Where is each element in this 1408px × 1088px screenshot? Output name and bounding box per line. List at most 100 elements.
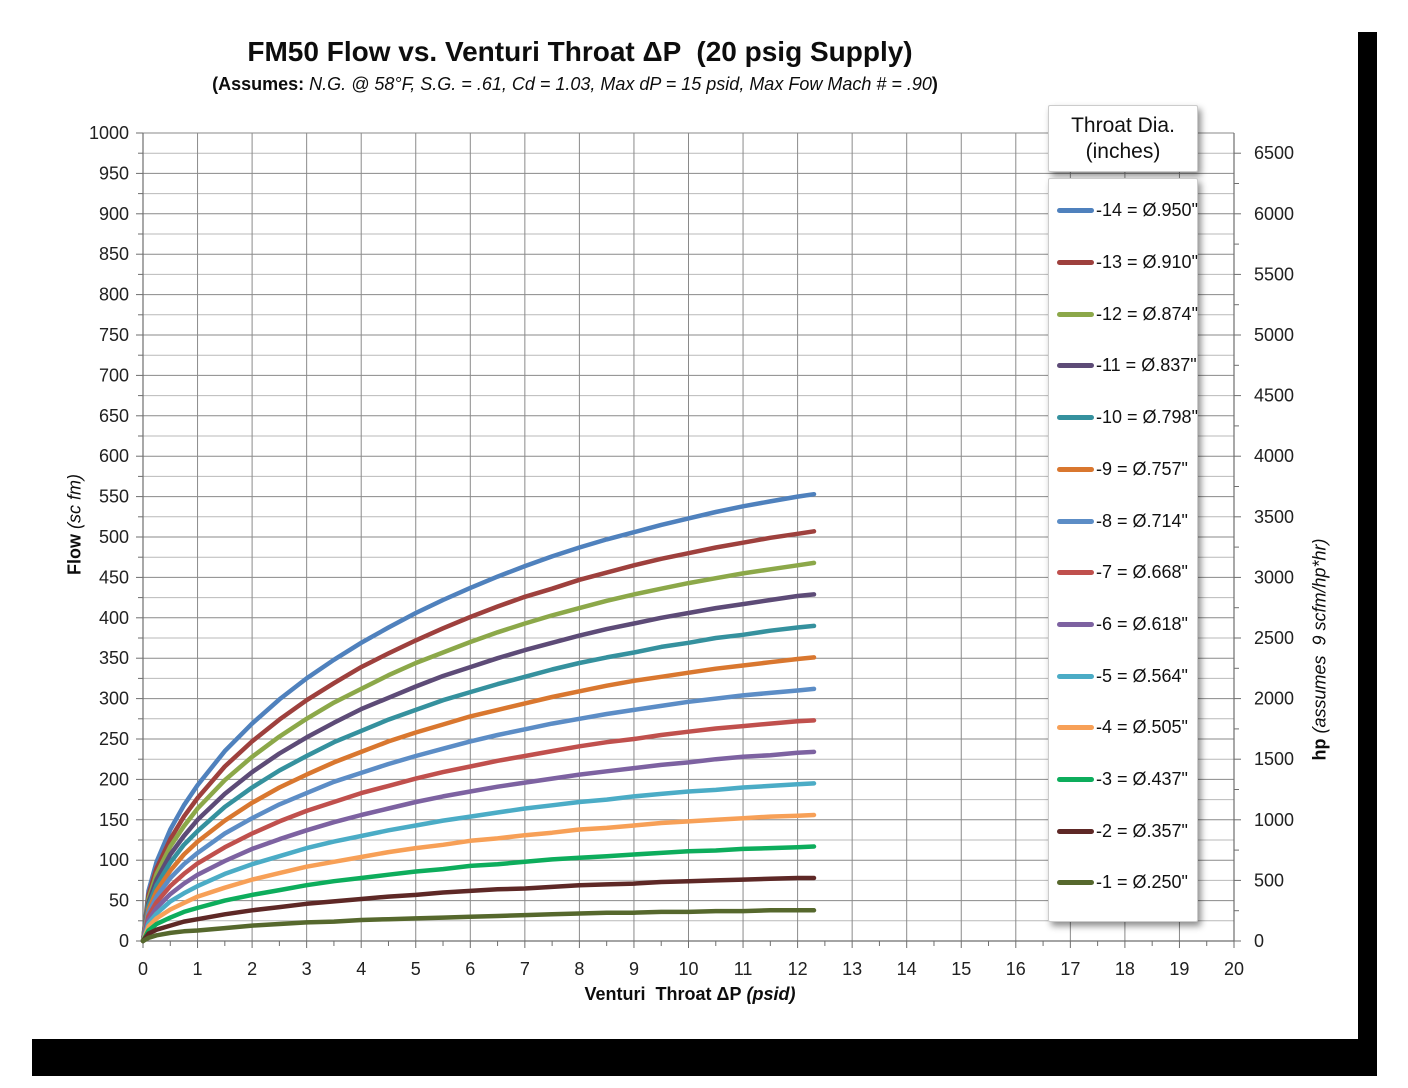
y-left-tick-label: 1000 bbox=[89, 123, 129, 143]
legend-swatch--14 bbox=[1057, 208, 1094, 214]
chart-subtitle: (Assumes: N.G. @ 58°F, S.G. = .61, Cd = … bbox=[0, 74, 1150, 95]
y-left-tick-label: 950 bbox=[99, 163, 129, 183]
y-right-tick-label: 5000 bbox=[1254, 325, 1294, 345]
legend-swatch--8 bbox=[1057, 518, 1094, 524]
y-left-tick-label: 400 bbox=[99, 608, 129, 628]
legend-swatch--3 bbox=[1057, 777, 1094, 783]
legend-item--13: -13 = Ø.910" bbox=[1057, 252, 1198, 274]
series-line--12 bbox=[140, 560, 817, 944]
x-axis-title-unit: (psid) bbox=[741, 984, 796, 1004]
legend-label--11: -11 = Ø.837" bbox=[1096, 355, 1197, 376]
series-line--8 bbox=[140, 686, 817, 944]
x-tick-label: 16 bbox=[1006, 959, 1026, 979]
series-line--7 bbox=[140, 718, 817, 944]
legend-label--8: -8 = Ø.714" bbox=[1096, 510, 1188, 531]
x-axis-title-main: Venturi Throat ΔP bbox=[584, 984, 742, 1004]
y-left-tick-label: 250 bbox=[99, 729, 129, 749]
legend-swatch--13 bbox=[1057, 260, 1094, 266]
legend-entries: -14 = Ø.950" -13 = Ø.910" -12 = Ø.874" -11 … bbox=[1048, 178, 1198, 922]
y-left-tick-label: 550 bbox=[99, 487, 129, 507]
x-tick-label: 9 bbox=[629, 959, 639, 979]
scan-artifact-bar-bottom bbox=[32, 1039, 1377, 1076]
y-left-tick-label: 200 bbox=[99, 769, 129, 789]
y-left-tick-label: 850 bbox=[99, 244, 129, 264]
legend-title-line1: Throat Dia. bbox=[1071, 114, 1175, 137]
y-right-tick-label: 5500 bbox=[1254, 264, 1294, 284]
y-left-tick-label: 700 bbox=[99, 365, 129, 385]
legend-swatch--11 bbox=[1057, 363, 1094, 369]
legend-item--2: -2 = Ø.357" bbox=[1057, 820, 1197, 842]
legend-label--3: -3 = Ø.437" bbox=[1096, 769, 1188, 790]
y-right-axis-title: hp (assumes 9 scfm/hp*hr) bbox=[1310, 490, 1331, 810]
y-left-tick-label: 750 bbox=[99, 325, 129, 345]
legend-item--9: -9 = Ø.757" bbox=[1057, 458, 1197, 480]
y-right-tick-label: 6500 bbox=[1254, 143, 1294, 163]
legend-label--9: -9 = Ø.757" bbox=[1096, 458, 1188, 479]
y-right-tick-label: 1000 bbox=[1254, 810, 1294, 830]
series-line--1 bbox=[140, 908, 817, 944]
legend-item--12: -12 = Ø.874" bbox=[1057, 303, 1198, 325]
legend-swatch--7 bbox=[1057, 570, 1094, 576]
series-line--4 bbox=[140, 812, 817, 944]
y-right-tick-label: 1500 bbox=[1254, 749, 1294, 769]
legend-swatch--10 bbox=[1057, 415, 1094, 421]
legend-label--5: -5 = Ø.564" bbox=[1096, 665, 1188, 686]
y-left-tick-label: 350 bbox=[99, 648, 129, 668]
chart-title: FM50 Flow vs. Venturi Throat ΔP (20 psig… bbox=[247, 36, 913, 67]
y-right-tick-label: 3500 bbox=[1254, 507, 1294, 527]
x-tick-label: 12 bbox=[788, 959, 808, 979]
legend-label--2: -2 = Ø.357" bbox=[1096, 820, 1188, 841]
legend-item--14: -14 = Ø.950" bbox=[1057, 200, 1198, 222]
x-tick-label: 0 bbox=[138, 959, 148, 979]
x-tick-label: 2 bbox=[247, 959, 257, 979]
legend-box: Throat Dia. (inches) -14 = Ø.950" -13 = Ø… bbox=[1048, 105, 1198, 922]
scan-artifact-bar-right bbox=[1358, 32, 1377, 1076]
x-tick-label: 15 bbox=[951, 959, 971, 979]
x-tick-label: 3 bbox=[302, 959, 312, 979]
y-left-tick-label: 650 bbox=[99, 406, 129, 426]
legend-title-line2: (inches) bbox=[1085, 140, 1161, 163]
legend-swatch--12 bbox=[1057, 311, 1094, 317]
x-tick-label: 10 bbox=[678, 959, 698, 979]
legend-swatch--6 bbox=[1057, 621, 1094, 627]
series-line--14 bbox=[140, 491, 817, 944]
legend-swatch--4 bbox=[1057, 725, 1094, 731]
y-right-tick-label: 0 bbox=[1254, 931, 1264, 951]
legend-item--4: -4 = Ø.505" bbox=[1057, 717, 1197, 739]
y-right-tick-label: 6000 bbox=[1254, 204, 1294, 224]
x-tick-label: 8 bbox=[574, 959, 584, 979]
series-line--3 bbox=[140, 844, 817, 944]
legend-item--11: -11 = Ø.837" bbox=[1057, 355, 1197, 377]
y-right-tick-label: 2000 bbox=[1254, 689, 1294, 709]
series-line--9 bbox=[140, 655, 817, 944]
legend-item--6: -6 = Ø.618" bbox=[1057, 613, 1197, 635]
series-line--6 bbox=[140, 749, 817, 944]
legend-item--10: -10 = Ø.798" bbox=[1057, 407, 1198, 429]
x-tick-label: 7 bbox=[520, 959, 530, 979]
legend-item--3: -3 = Ø.437" bbox=[1057, 769, 1197, 791]
y-right-tick-label: 3000 bbox=[1254, 567, 1294, 587]
x-tick-label: 4 bbox=[356, 959, 366, 979]
legend-title: Throat Dia. (inches) bbox=[1048, 105, 1198, 172]
legend-label--10: -10 = Ø.798" bbox=[1096, 407, 1198, 428]
legend-label--6: -6 = Ø.618" bbox=[1096, 613, 1188, 634]
legend-item--5: -5 = Ø.564" bbox=[1057, 665, 1197, 687]
y-left-tick-label: 150 bbox=[99, 810, 129, 830]
x-tick-label: 5 bbox=[411, 959, 421, 979]
y-left-axis-title-main: Flow bbox=[64, 534, 85, 575]
legend-label--4: -4 = Ø.505" bbox=[1096, 717, 1188, 738]
y-left-tick-label: 900 bbox=[99, 204, 129, 224]
x-tick-label: 14 bbox=[897, 959, 917, 979]
series-line--11 bbox=[140, 592, 817, 944]
y-left-tick-label: 600 bbox=[99, 446, 129, 466]
x-axis-title: Venturi Throat ΔP (psid) bbox=[400, 984, 980, 1005]
series-line--5 bbox=[140, 781, 817, 944]
legend-item--8: -8 = Ø.714" bbox=[1057, 510, 1197, 532]
x-tick-label: 11 bbox=[734, 959, 753, 979]
x-tick-label: 20 bbox=[1224, 959, 1244, 979]
y-right-tick-label: 500 bbox=[1254, 870, 1284, 890]
series-line--13 bbox=[140, 529, 817, 944]
y-left-axis-title: Flow (sc fm) bbox=[65, 425, 86, 625]
x-tick-label: 6 bbox=[465, 959, 475, 979]
legend-swatch--1 bbox=[1057, 880, 1094, 886]
